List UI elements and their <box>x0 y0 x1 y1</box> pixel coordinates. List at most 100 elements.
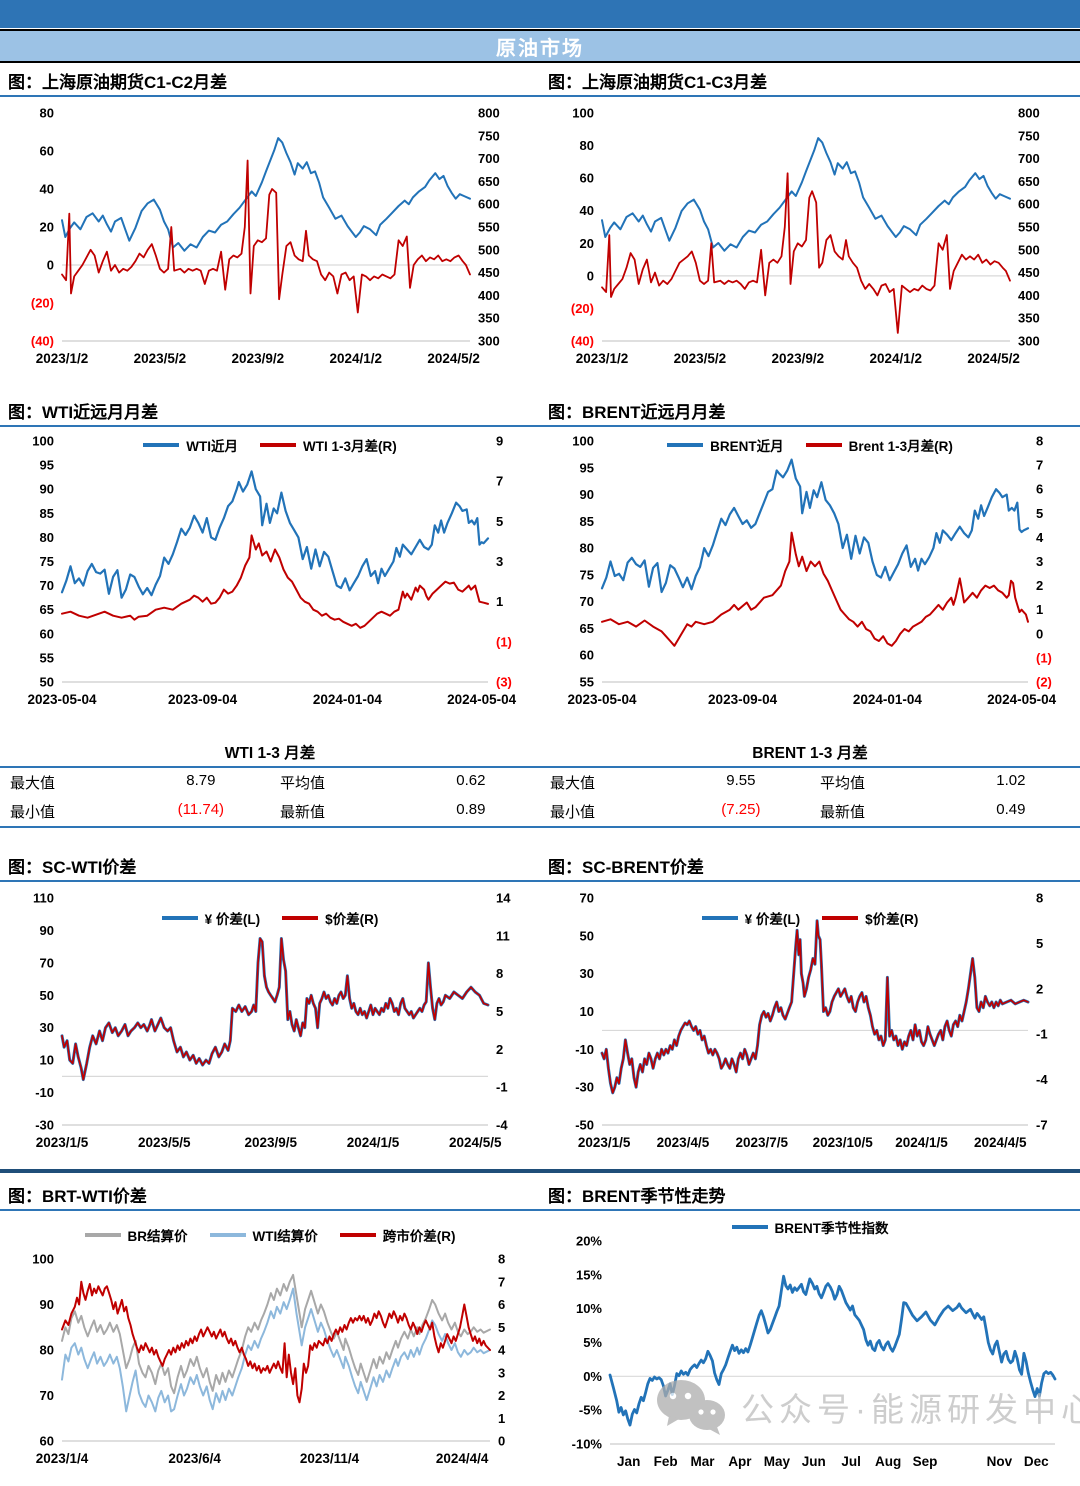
chart-title-brent-seasonal: 图：BRENT季节性走势 <box>548 1187 726 1206</box>
axis-tick-label: 800 <box>1018 106 1040 121</box>
x-axis-label: 2023/1/4 <box>36 1451 89 1466</box>
axis-tick-label: 800 <box>478 106 500 121</box>
chart-sc-brent-spread: 70 50 30 10 -10 -30 -50 8 5 2 -1 -4 -7 2023/1/5 2023/4… <box>540 882 1080 1167</box>
series-$价差(R) <box>601 919 1029 1094</box>
axis-tick-label: 110 <box>33 891 54 906</box>
axis-tick-label: 95 <box>40 458 54 473</box>
axis-tick-label: 5 <box>498 1320 505 1335</box>
axis-tick-label: 4 <box>498 1343 506 1358</box>
axis-tick-label: 0 <box>498 1434 505 1449</box>
series-C1-C3月差 <box>601 172 1011 334</box>
series-BR结算价 <box>61 1273 491 1395</box>
stat-label: 最大值 <box>10 775 56 792</box>
x-axis-label: Nov <box>987 1454 1013 1469</box>
series-¥ 价差(L) <box>600 919 1030 1095</box>
axis-tick-label: 80 <box>580 138 594 153</box>
axis-tick-label: -5% <box>579 1403 603 1418</box>
axis-tick-label: -1 <box>1036 1027 1048 1042</box>
axis-tick-label: -10% <box>572 1437 603 1452</box>
axis-tick-label: -7 <box>1036 1118 1048 1133</box>
axis-tick-label: 40 <box>580 203 594 218</box>
axis-tick-label: (20) <box>571 301 594 316</box>
series-BRENT季节性指数 <box>608 1274 1057 1427</box>
section-month-spreads: 图：WTI近远月月差 图：BRENT近远月月差 100 95 90 85 80 75 70 6… <box>0 393 1080 722</box>
axis-tick-label: 65 <box>580 621 594 636</box>
axis-tick-label: 3 <box>498 1365 505 1380</box>
axis-tick-label: 2 <box>1036 578 1043 593</box>
axis-tick-label: 0% <box>583 1369 602 1384</box>
x-axis-label: May <box>764 1454 791 1469</box>
x-axis-label: 2024/1/2 <box>869 351 922 366</box>
stat-label: 最小值 <box>10 804 56 821</box>
axis-tick-label: 650 <box>1018 174 1040 189</box>
axis-tick-label: 700 <box>478 151 500 166</box>
axis-tick-label: 5 <box>496 514 503 529</box>
axis-tick-label: 550 <box>1018 220 1040 235</box>
axis-tick-label: 100 <box>32 434 54 449</box>
x-axis-label: 2023/10/5 <box>813 1135 874 1150</box>
axis-tick-label: 14 <box>496 891 511 906</box>
x-axis-label: 2024/1/5 <box>895 1135 948 1150</box>
axis-tick-label: 10% <box>576 1301 602 1316</box>
axis-tick-label: (2) <box>1036 675 1052 690</box>
x-axis-label: 2024/4/4 <box>436 1451 489 1466</box>
chart-sc-c1c2: 80 60 40 20 0 (20) (40) 800 750 700 650 600 550 500 45… <box>0 97 540 379</box>
axis-tick-label: 3 <box>496 554 503 569</box>
x-axis-label: 2024/5/2 <box>427 351 480 366</box>
axis-tick-label: -50 <box>575 1118 594 1133</box>
stat-value: 0.49 <box>996 801 1026 818</box>
axis-tick-label: -4 <box>496 1118 508 1133</box>
chart-sc-c1c3: 100 80 60 40 20 0 (20) (40) 800 750 700 650 600 550 50… <box>540 97 1080 379</box>
axis-tick-label: 70 <box>580 891 594 906</box>
watermark-text: 公众号·能源研发中心 <box>741 1391 1080 1428</box>
axis-tick-label: 50 <box>40 675 54 690</box>
axis-tick-label: 80 <box>40 1343 54 1358</box>
x-axis-label: 2023/9/2 <box>772 351 825 366</box>
axis-tick-label: 3 <box>1036 554 1043 569</box>
x-axis-label: Jul <box>841 1454 861 1469</box>
axis-tick-label: 40 <box>40 182 54 197</box>
page-title: 原油市场 <box>496 37 584 60</box>
axis-tick-label: 70 <box>580 594 594 609</box>
axis-tick-label: 8 <box>498 1252 505 1267</box>
axis-tick-label: 1 <box>496 594 503 609</box>
axis-tick-label: 450 <box>478 265 500 280</box>
axis-tick-label: 8 <box>496 966 503 981</box>
axis-tick-label: 8 <box>1036 891 1043 906</box>
x-axis-label: 2023/1/2 <box>576 351 629 366</box>
axis-tick-label: 9 <box>496 434 503 449</box>
axis-tick-label: 100 <box>572 106 594 121</box>
axis-tick-label: 20 <box>40 220 54 235</box>
x-axis-label: 2023-09-04 <box>708 692 778 707</box>
x-axis-label: Sep <box>913 1454 938 1469</box>
stat-value-negative: (7.25) <box>721 801 761 818</box>
stat-value: 0.89 <box>456 801 486 818</box>
axis-tick-label: 90 <box>40 1297 54 1312</box>
stats-body: 最大值 8.79 平均值 0.62 最小值 (11.74) 最新值 0.89 最… <box>0 768 1080 828</box>
series-¥ 价差(L) <box>60 937 490 1082</box>
axis-tick-label: 50 <box>580 928 594 943</box>
axis-tick-label: -4 <box>1036 1072 1048 1087</box>
stats-captions: WTI 1-3 月差 BRENT 1-3 月差 <box>0 738 1080 768</box>
x-axis-label: 2024-05-04 <box>447 692 517 707</box>
x-axis-label: 2024/1/5 <box>347 1135 400 1150</box>
axis-tick-label: -30 <box>35 1118 54 1133</box>
chart-title-sc-brent: 图：SC-BRENT价差 <box>548 858 704 877</box>
series-SC原油价格 <box>61 137 471 252</box>
axis-tick-label: 15% <box>576 1267 602 1282</box>
axis-tick-label: -10 <box>575 1042 594 1057</box>
axis-tick-label: 2 <box>1036 981 1043 996</box>
stats-table-brent: 最大值 9.55 平均值 1.02 最小值 (7.25) 最新值 0.49 <box>540 768 1080 826</box>
axis-tick-label: 60 <box>40 144 54 159</box>
chart-brent-month-spread: 100 95 90 85 80 75 70 65 60 55 8 7 6 5 4 3 2 1 0 (1) (2) 2023… <box>540 427 1080 722</box>
stats-caption-wti: WTI 1-3 月差 <box>224 745 316 762</box>
axis-tick-label: 8 <box>1036 434 1043 449</box>
axis-tick-label: 75 <box>580 567 594 582</box>
section-title-row: 图：上海原油期货C1-C2月差 图：上海原油期货C1-C3月差 <box>0 63 1080 97</box>
stats-table-wti: 最大值 8.79 平均值 0.62 最小值 (11.74) 最新值 0.89 <box>0 768 540 826</box>
axis-tick-label: (40) <box>31 334 54 349</box>
axis-tick-label: 400 <box>1018 288 1040 303</box>
axis-tick-label: (3) <box>496 675 512 690</box>
axis-tick-label: 80 <box>40 530 54 545</box>
x-axis-label: 2024-01-04 <box>313 692 383 707</box>
